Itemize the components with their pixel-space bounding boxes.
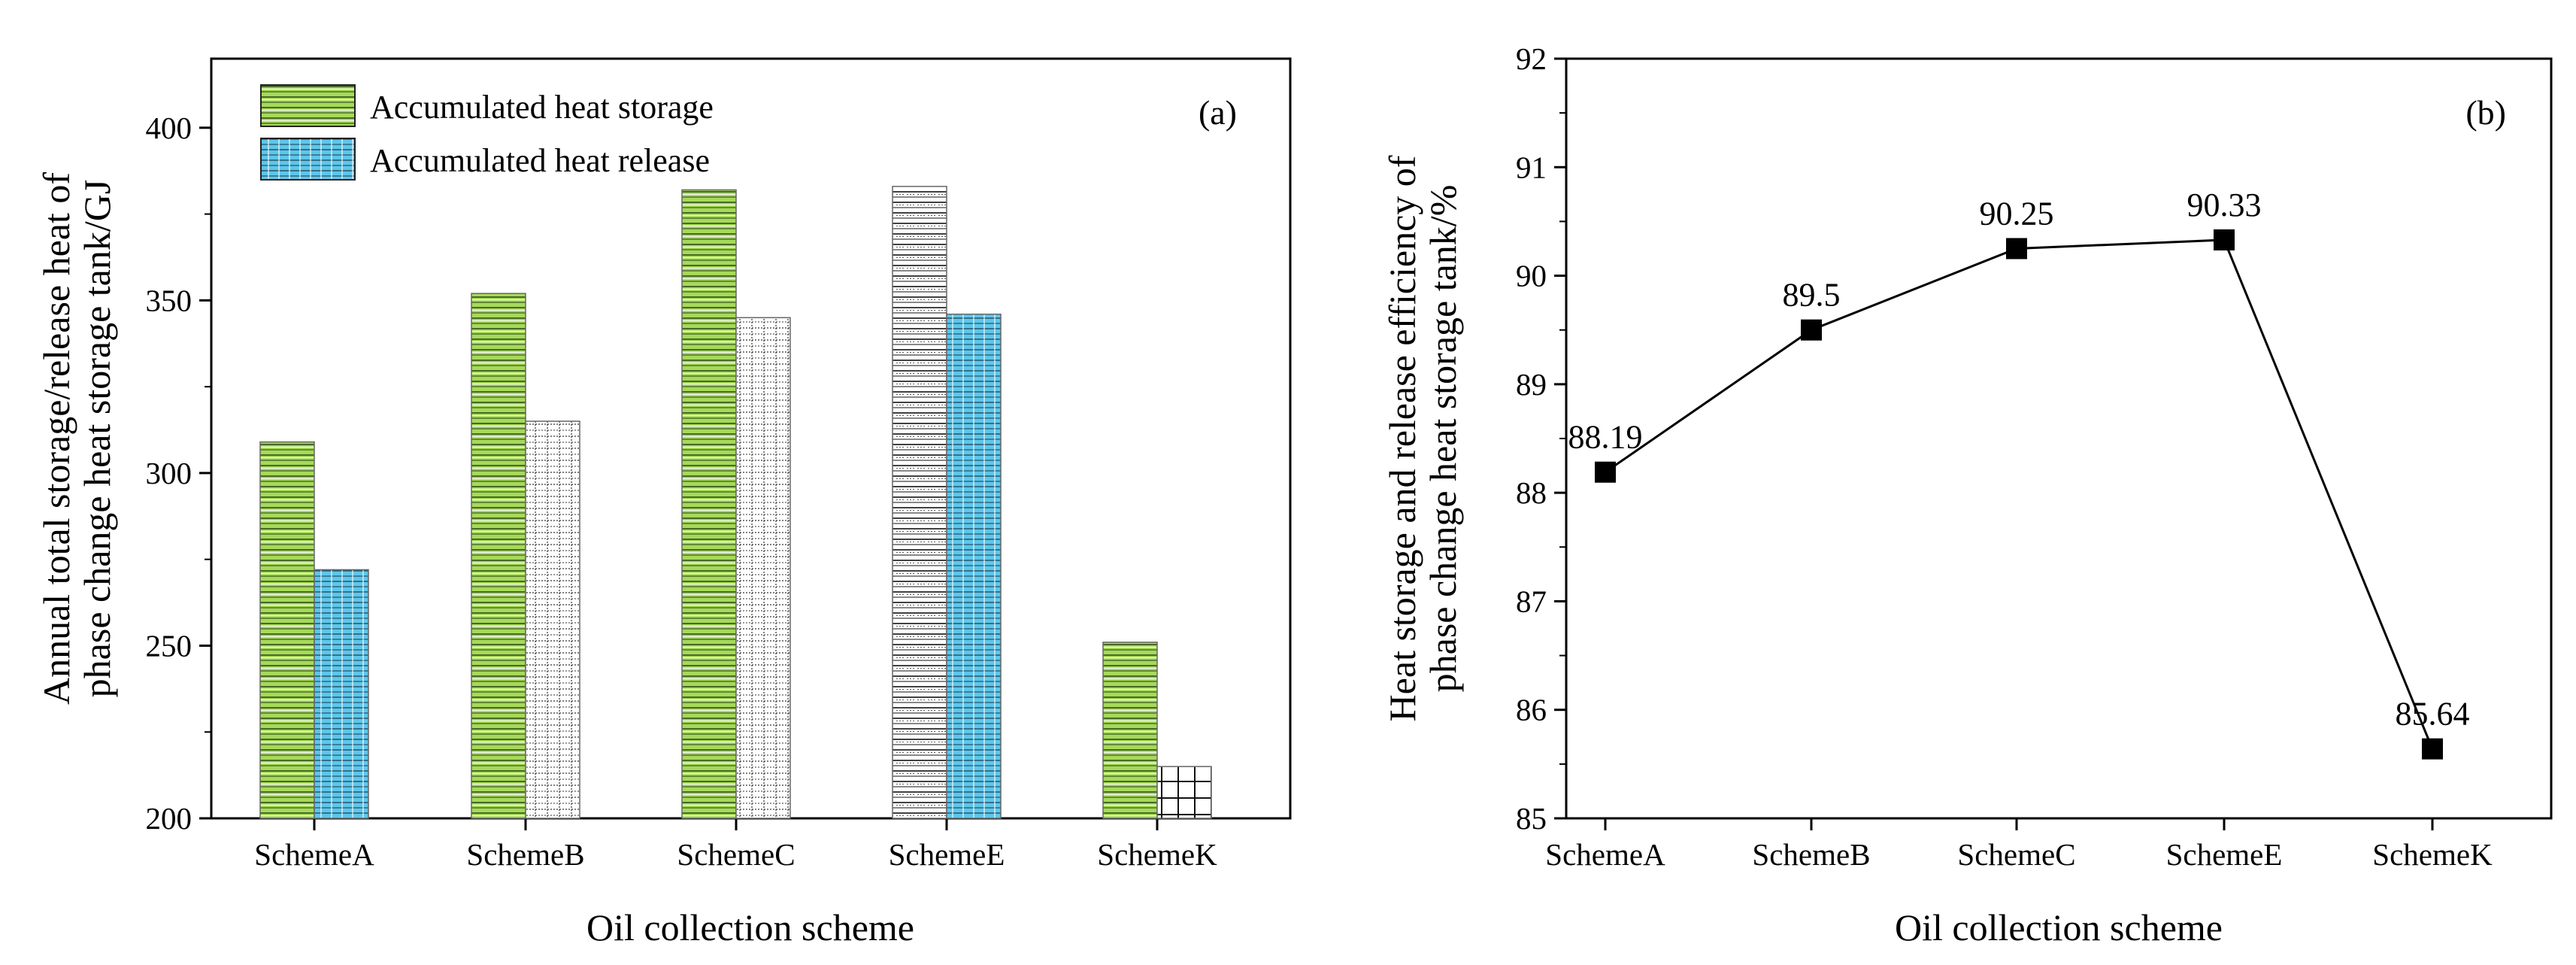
legend-swatch-release <box>260 138 356 181</box>
panel-a-legend: Accumulated heat storage Accumulated hea… <box>260 84 714 181</box>
y-tick-label: 87 <box>1516 584 1547 618</box>
point-label-SchemeA: 88.19 <box>1568 419 1643 456</box>
legend-swatch-storage <box>260 84 356 127</box>
x-tick-label: SchemeK <box>1097 837 1217 872</box>
panel-b-y-ticks: 85 86 87 88 89 90 91 92 <box>1516 41 1566 836</box>
data-point-SchemeC <box>2006 238 2027 259</box>
bar-storage-SchemeB <box>471 293 526 819</box>
panel-a-bars <box>259 186 1212 819</box>
panel-a-x-axis-title: Oil collection scheme <box>586 906 914 948</box>
efficiency-line <box>1605 238 2434 750</box>
y-tick-label: 91 <box>1516 150 1547 184</box>
y-tick-label: 200 <box>146 801 192 836</box>
x-tick-label: SchemeK <box>2372 837 2493 872</box>
bar-release-SchemeB <box>525 420 580 819</box>
x-tick-label: SchemeA <box>254 837 374 872</box>
bar-release-SchemeC <box>735 317 791 819</box>
y-tick-label: 300 <box>146 456 192 490</box>
bar-release-SchemeE <box>946 313 1002 819</box>
bar-storage-SchemeA <box>259 441 315 819</box>
panel-b-y-axis-title-line1: Heat storage and release efficiency of <box>1381 155 1423 721</box>
bar-release-SchemeA <box>314 569 369 819</box>
x-tick-label: SchemeB <box>466 837 584 872</box>
y-tick-label: 86 <box>1516 693 1547 727</box>
bar-storage-SchemeK <box>1102 642 1158 819</box>
panel-b-x-axis-title: Oil collection scheme <box>1895 906 2223 948</box>
panel-a-y-ticks: 200 250 300 350 400 <box>146 111 211 836</box>
panel-a-y-axis-title-line2: phase change heat storage tank/GJ <box>76 180 118 698</box>
x-tick-label: SchemeC <box>1957 837 2075 872</box>
x-tick-label: SchemeE <box>2166 837 2283 872</box>
x-tick-label: SchemeC <box>677 837 795 872</box>
y-tick-label: 92 <box>1516 41 1547 76</box>
point-label-SchemeK: 85.64 <box>2396 696 2470 733</box>
y-tick-label: 88 <box>1516 475 1547 510</box>
data-point-SchemeK <box>2422 738 2443 760</box>
y-tick-label: 350 <box>146 283 192 317</box>
x-tick-label: SchemeA <box>1545 837 1665 872</box>
x-tick-label: SchemeE <box>889 837 1005 872</box>
y-tick-label: 89 <box>1516 367 1547 402</box>
point-label-SchemeE: 90.33 <box>2187 187 2262 223</box>
panel-b-y-axis-title-line2: phase change heat storage tank/% <box>1422 185 1464 693</box>
legend-label-release: Accumulated heat release <box>370 142 710 179</box>
bar-storage-SchemeE <box>892 186 947 819</box>
y-tick-label: 400 <box>146 111 192 145</box>
point-label-SchemeB: 89.5 <box>1783 277 1841 314</box>
legend-label-storage: Accumulated heat storage <box>370 89 714 126</box>
panel-b-label: (b) <box>2465 93 2506 132</box>
bar-release-SchemeK <box>1156 766 1212 819</box>
panel-a-x-ticks: SchemeA SchemeB SchemeC SchemeE SchemeK <box>254 818 1217 872</box>
y-tick-label: 85 <box>1516 801 1547 836</box>
x-tick-label: SchemeB <box>1752 837 1870 872</box>
panel-a-label: (a) <box>1199 93 1237 132</box>
point-label-SchemeC: 90.25 <box>1980 196 2054 232</box>
panel-b-series: 88.19 89.5 90.25 90.33 85.64 <box>1568 187 2470 760</box>
y-tick-label: 90 <box>1516 259 1547 293</box>
panel-a-y-axis-title-line1: Annual total storage/release heat of <box>35 172 77 705</box>
y-tick-label: 250 <box>146 628 192 663</box>
panel-b-x-ticks: SchemeA SchemeB SchemeC SchemeE SchemeK <box>1545 818 2493 872</box>
data-point-SchemeB <box>1801 319 1822 341</box>
data-point-SchemeE <box>2214 229 2235 250</box>
data-point-SchemeA <box>1595 461 1616 483</box>
bar-storage-SchemeC <box>681 189 737 819</box>
